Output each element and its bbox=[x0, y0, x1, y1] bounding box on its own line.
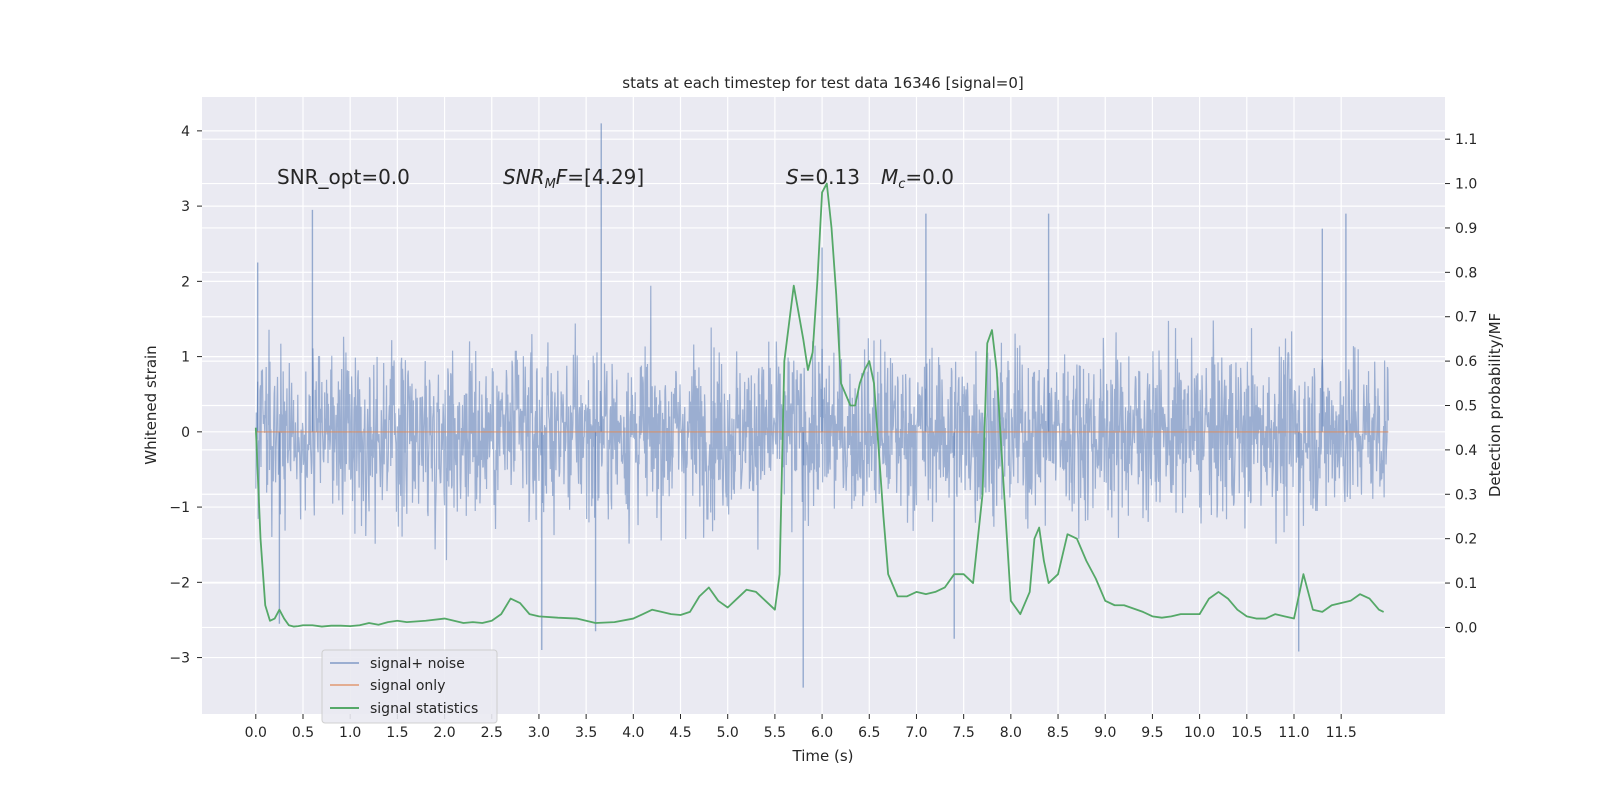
y2-tick-label: 1.0 bbox=[1455, 177, 1477, 193]
annotations: SNR_opt=0.0 SNRMF=[4.29] S=0.13 Mc=0.0 bbox=[277, 165, 954, 192]
y2-tick-label: 0.5 bbox=[1455, 399, 1477, 415]
annotation-snr-opt: SNR_opt=0.0 bbox=[277, 165, 410, 189]
x-tick-label: 5.0 bbox=[717, 725, 739, 741]
y2-tick-label: 1.1 bbox=[1455, 132, 1477, 148]
y2-tick-labels: 0.0 0.1 0.2 0.3 0.4 0.5 0.6 0.7 0.8 0.9 1.0 1.1 bbox=[1445, 132, 1477, 636]
y2-tick-label: 0.0 bbox=[1455, 620, 1477, 636]
y2-tick-label: 0.4 bbox=[1455, 443, 1477, 459]
y2-tick-label: 0.6 bbox=[1455, 354, 1477, 370]
chart-title: stats at each timestep for test data 163… bbox=[622, 74, 1023, 92]
y2-tick-label: 0.8 bbox=[1455, 265, 1477, 281]
x-tick-label: 7.5 bbox=[953, 725, 975, 741]
x-tick-label: 2.5 bbox=[481, 725, 503, 741]
x-tick-label: 7.0 bbox=[905, 725, 927, 741]
x-axis-label: Time (s) bbox=[792, 747, 854, 765]
legend-label-noise: signal+ noise bbox=[370, 656, 465, 672]
y2-tick-label: 0.9 bbox=[1455, 221, 1477, 237]
legend-label-stats: signal statistics bbox=[370, 701, 478, 717]
x-tick-label: 9.0 bbox=[1094, 725, 1116, 741]
x-tick-label: 6.5 bbox=[858, 725, 880, 741]
x-tick-label: 6.0 bbox=[811, 725, 833, 741]
y2-axis-label: Detection probability/MF bbox=[1486, 313, 1504, 497]
y2-tick-label: 0.2 bbox=[1455, 532, 1477, 548]
x-tick-label: 10.5 bbox=[1231, 725, 1262, 741]
y-tick-label: −2 bbox=[169, 575, 190, 591]
y-tick-label: 4 bbox=[181, 124, 190, 140]
y-tick-label: 0 bbox=[181, 425, 190, 441]
x-tick-label: 1.0 bbox=[339, 725, 361, 741]
annotation-snr-mf: SNRMF=[4.29] bbox=[503, 165, 644, 192]
y-tick-label: −3 bbox=[169, 651, 190, 667]
x-tick-labels: 0.0 0.5 1.0 1.5 2.0 2.5 3.0 3.5 4.0 4.5 5.0 5.5 6.0 6… bbox=[245, 714, 1357, 741]
x-tick-label: 8.5 bbox=[1047, 725, 1069, 741]
annotation-mc: Mc=0.0 bbox=[881, 165, 954, 192]
x-tick-label: 10.0 bbox=[1184, 725, 1215, 741]
y-tick-label: 2 bbox=[181, 274, 190, 290]
x-tick-label: 2.0 bbox=[433, 725, 455, 741]
x-tick-label: 11.5 bbox=[1326, 725, 1357, 741]
y-tick-labels: −3 −2 −1 0 1 2 3 4 bbox=[169, 124, 202, 667]
x-tick-label: 1.5 bbox=[386, 725, 408, 741]
signal-statistics-line bbox=[254, 182, 1385, 628]
y2-tick-label: 0.3 bbox=[1455, 487, 1477, 503]
x-tick-label: 0.0 bbox=[245, 725, 267, 741]
x-tick-label: 8.0 bbox=[1000, 725, 1022, 741]
y-axis-label: Whitened strain bbox=[142, 345, 160, 464]
x-tick-label: 4.5 bbox=[669, 725, 691, 741]
x-tick-label: 3.0 bbox=[528, 725, 550, 741]
x-tick-label: 5.5 bbox=[764, 725, 786, 741]
x-tick-label: 4.0 bbox=[622, 725, 644, 741]
x-tick-label: 11.0 bbox=[1278, 725, 1309, 741]
legend: signal+ noise signal only signal statist… bbox=[321, 649, 498, 724]
y-tick-label: −1 bbox=[169, 500, 190, 516]
x-tick-label: 9.5 bbox=[1141, 725, 1163, 741]
x-tick-label: 0.5 bbox=[292, 725, 314, 741]
legend-label-signal: signal only bbox=[370, 678, 445, 694]
legend-box bbox=[321, 649, 498, 724]
signal-noise-series bbox=[255, 123, 1389, 688]
y-tick-label: 3 bbox=[181, 199, 190, 215]
y2-tick-label: 0.1 bbox=[1455, 576, 1477, 592]
y2-tick-label: 0.7 bbox=[1455, 310, 1477, 326]
x-tick-label: 3.5 bbox=[575, 725, 597, 741]
signal-statistics-series bbox=[254, 182, 1385, 628]
y-tick-label: 1 bbox=[181, 350, 190, 366]
annotation-s: S=0.13 bbox=[786, 165, 860, 189]
